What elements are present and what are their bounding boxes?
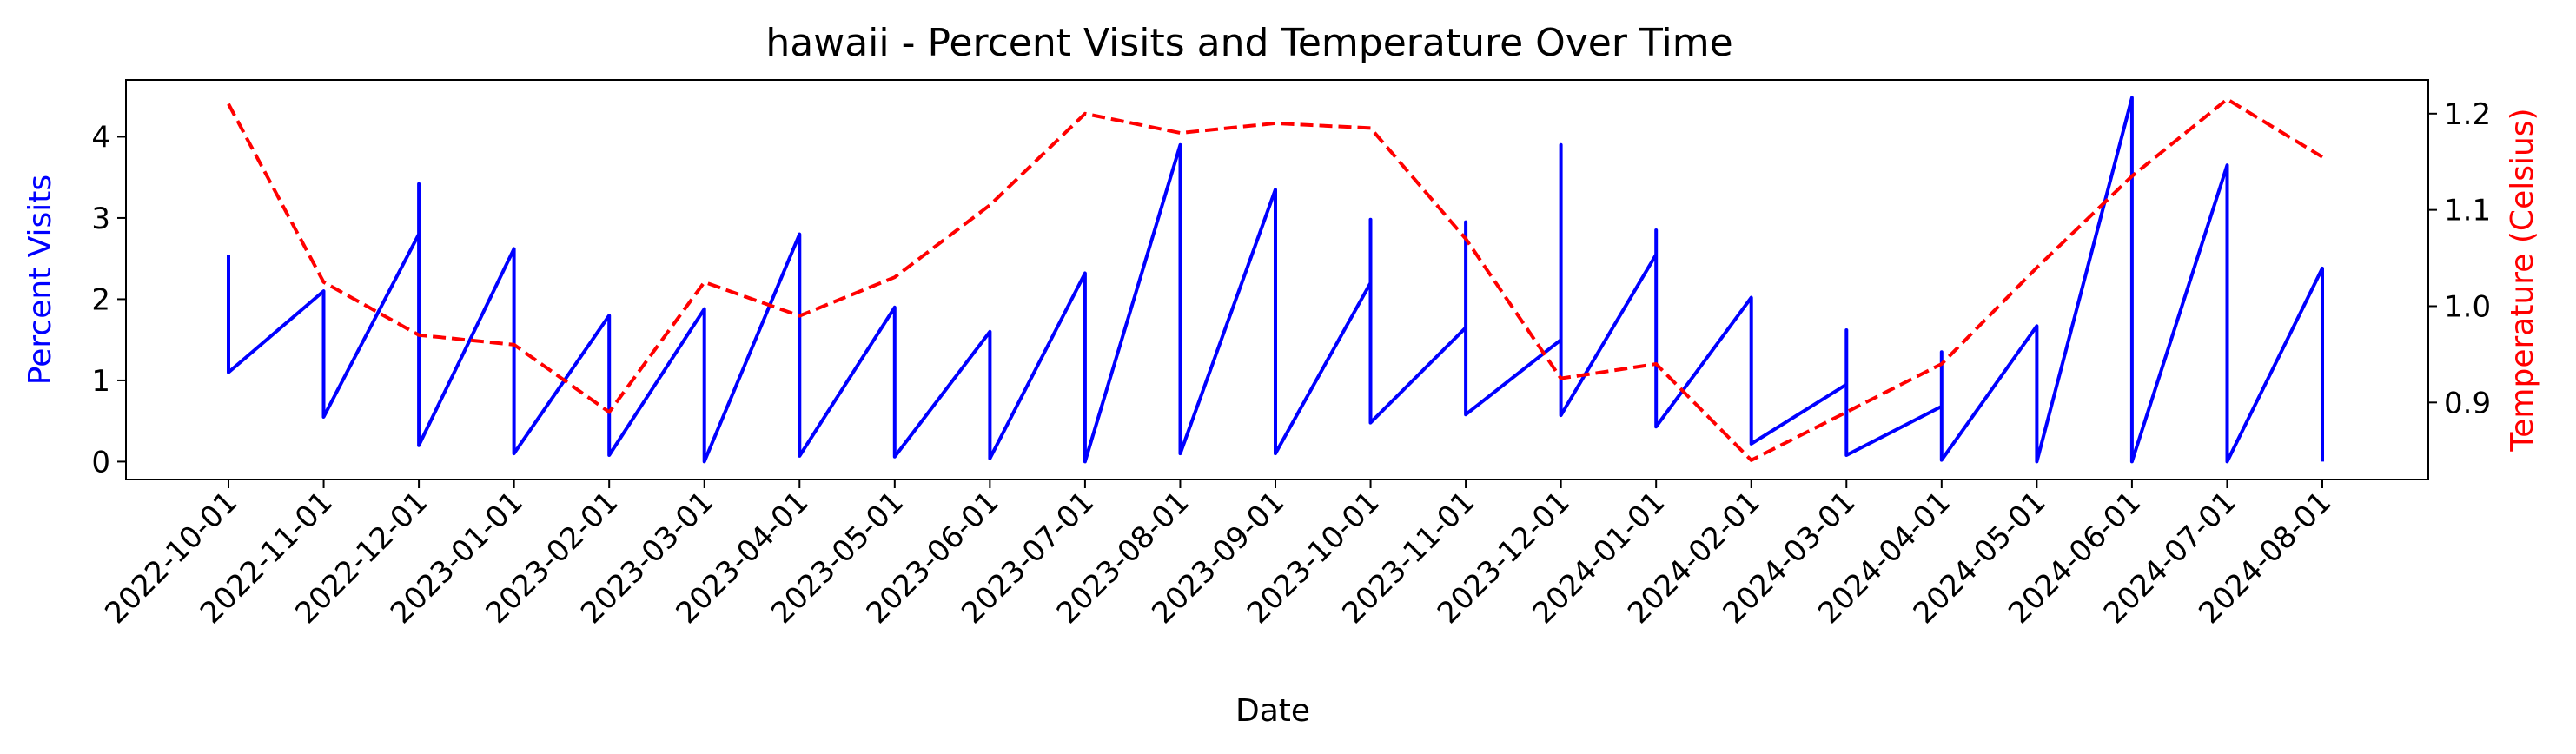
left-y-tick-label: 3 [91, 202, 110, 236]
right-y-axis: 0.9 1.0 1.1 1.2 [2428, 97, 2491, 420]
left-y-axis: 0 1 2 3 4 [91, 120, 126, 480]
left-y-axis-title: Percent Visits [23, 175, 58, 385]
x-axis-title: Date [1235, 693, 1310, 729]
right-y-tick-label: 1.2 [2444, 97, 2491, 132]
right-y-axis-title: Temperature (Celsius) [2505, 108, 2540, 452]
right-y-tick-label: 1.1 [2444, 194, 2491, 228]
right-y-tick-label: 0.9 [2444, 386, 2491, 420]
left-y-tick-label: 1 [91, 364, 110, 399]
temperature-line [227, 97, 2324, 462]
chart-title: hawaii - Percent Visits and Temperature … [765, 21, 1732, 65]
left-y-tick-label: 0 [91, 445, 110, 480]
percent-visits-line [227, 96, 2324, 464]
plot-area [125, 79, 2429, 480]
x-axis: 2022-10-012022-11-012022-12-012023-01-01… [98, 480, 2338, 631]
left-y-tick-label: 4 [91, 120, 110, 155]
right-y-tick-label: 1.0 [2444, 289, 2491, 324]
left-y-tick-label: 2 [91, 282, 110, 317]
series-layer [227, 96, 2324, 464]
